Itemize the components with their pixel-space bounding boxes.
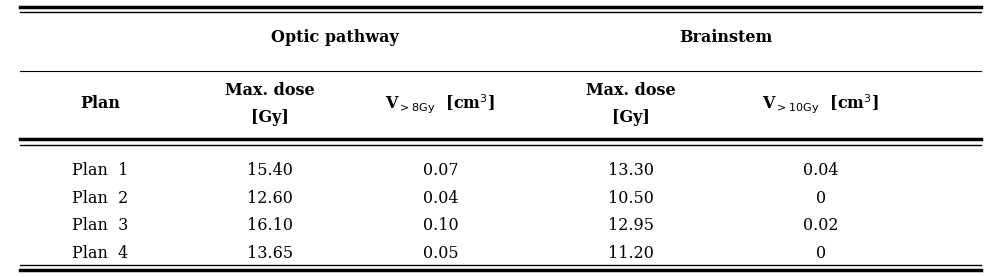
Text: 0.04: 0.04: [422, 189, 458, 207]
Text: Plan  2: Plan 2: [72, 189, 128, 207]
Text: Max. dose: Max. dose: [586, 81, 676, 99]
Text: Brainstem: Brainstem: [679, 29, 773, 46]
Text: 13.30: 13.30: [608, 162, 654, 179]
Text: 0: 0: [816, 189, 826, 207]
Text: Plan: Plan: [80, 95, 120, 112]
Text: 0.04: 0.04: [803, 162, 839, 179]
Text: [Gy]: [Gy]: [251, 109, 289, 126]
Text: 0.02: 0.02: [803, 217, 839, 234]
Text: 12.95: 12.95: [608, 217, 654, 234]
Text: 0.10: 0.10: [422, 217, 458, 234]
Text: 0.07: 0.07: [422, 162, 458, 179]
Text: Optic pathway: Optic pathway: [271, 29, 399, 46]
Text: 10.50: 10.50: [608, 189, 654, 207]
Text: [Gy]: [Gy]: [612, 109, 650, 126]
Text: Plan  1: Plan 1: [72, 162, 128, 179]
Text: Max. dose: Max. dose: [225, 81, 315, 99]
Text: V$_{>10\mathrm{Gy}}$  [cm$^3$]: V$_{>10\mathrm{Gy}}$ [cm$^3$]: [763, 92, 879, 116]
Text: 12.60: 12.60: [247, 189, 293, 207]
Text: V$_{>8\mathrm{Gy}}$  [cm$^3$]: V$_{>8\mathrm{Gy}}$ [cm$^3$]: [385, 92, 495, 116]
Text: 15.40: 15.40: [247, 162, 293, 179]
Text: 13.65: 13.65: [247, 245, 293, 262]
Text: 16.10: 16.10: [247, 217, 293, 234]
Text: 11.20: 11.20: [608, 245, 654, 262]
Text: 0: 0: [816, 245, 826, 262]
Text: 0.05: 0.05: [422, 245, 458, 262]
Text: Plan  4: Plan 4: [72, 245, 128, 262]
Text: Plan  3: Plan 3: [72, 217, 128, 234]
